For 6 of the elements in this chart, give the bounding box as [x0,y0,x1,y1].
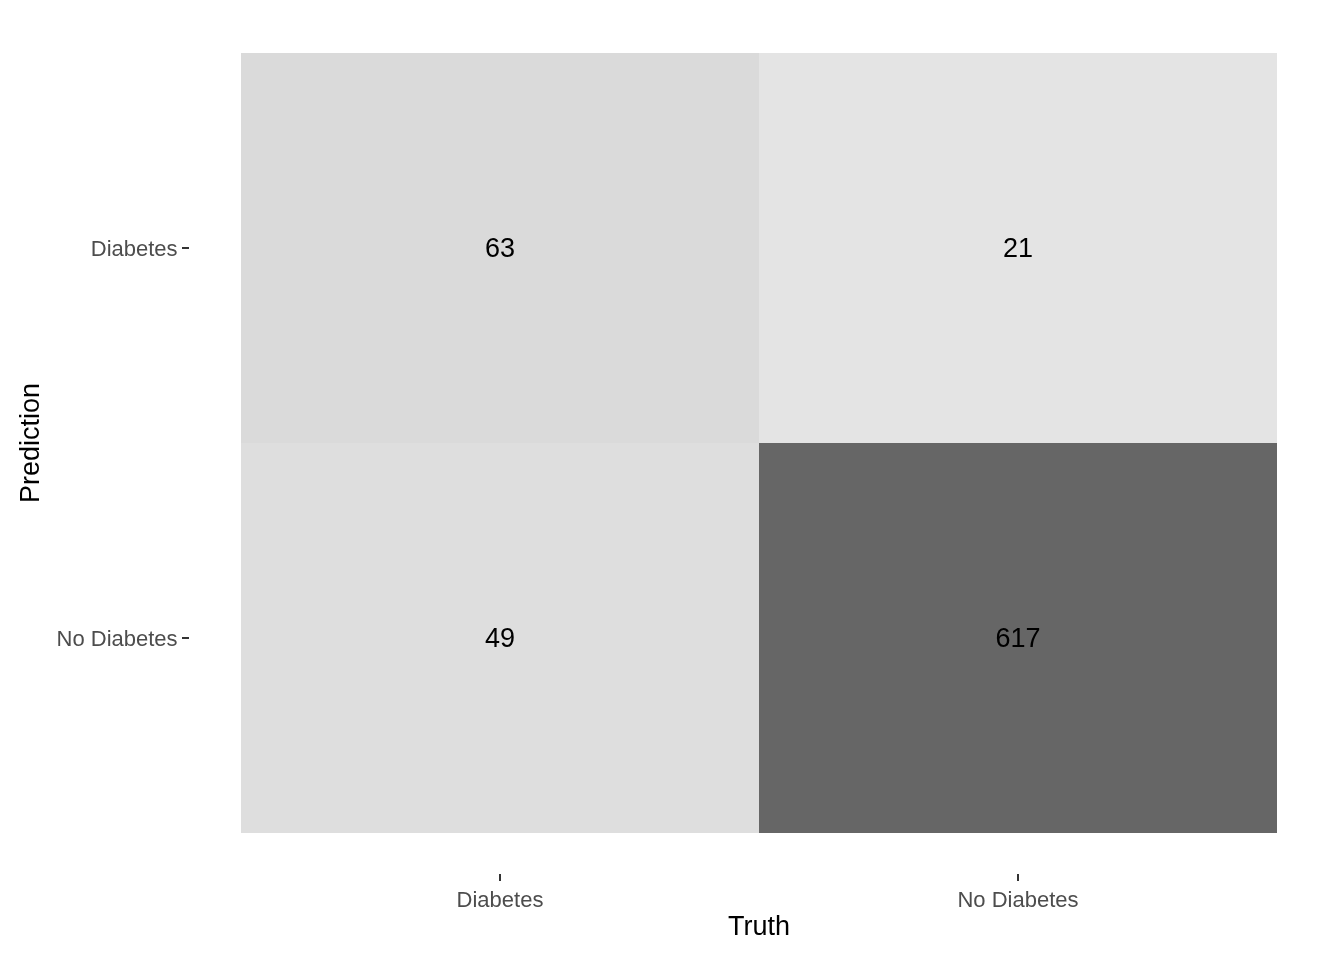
data-label: 49 [484,622,516,653]
x-axis-title: Truth [728,910,791,941]
data-label: 21 [1002,232,1034,263]
data-label: 63 [484,232,516,263]
data-label: 617 [995,622,1041,653]
y-axis-title: Prediction [14,382,45,504]
